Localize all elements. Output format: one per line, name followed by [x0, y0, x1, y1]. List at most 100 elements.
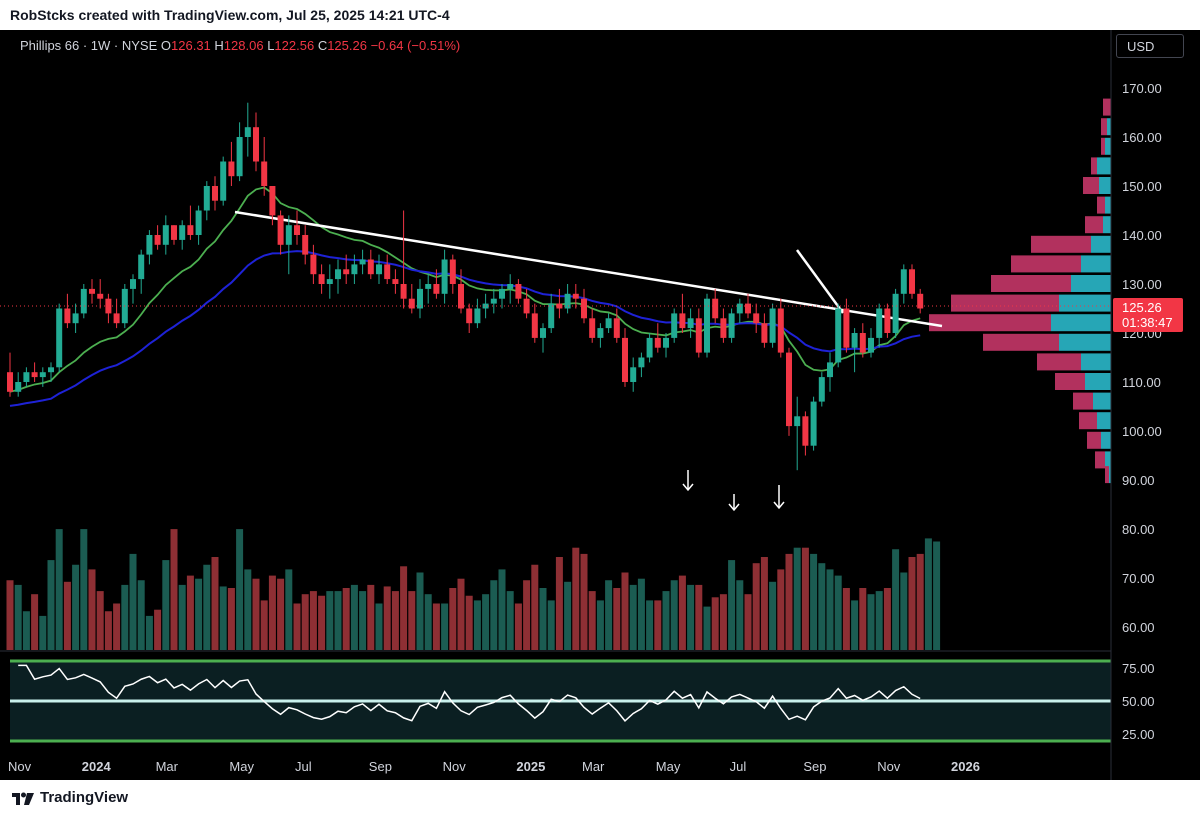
- candle-body: [261, 161, 268, 186]
- candle-body: [892, 293, 899, 333]
- time-tick-label: May: [229, 759, 254, 774]
- candle-body: [515, 284, 522, 299]
- last-price-box: [1113, 298, 1183, 332]
- candle-body: [376, 264, 382, 275]
- volume-bar: [613, 588, 621, 650]
- candle-body: [326, 279, 333, 284]
- volume-bar: [170, 529, 178, 650]
- profile-up-bar: [1071, 275, 1111, 292]
- volume-bar: [326, 591, 334, 650]
- profile-down-bar: [1101, 137, 1105, 155]
- volume-bar: [47, 560, 55, 650]
- volume-bar: [564, 581, 572, 650]
- volume-bar: [145, 615, 153, 650]
- candle-body: [97, 293, 104, 299]
- candle-body: [695, 318, 702, 353]
- currency-button[interactable]: USD: [1116, 34, 1184, 58]
- volume-bar: [473, 600, 481, 650]
- time-tick-label: 2026: [951, 759, 980, 774]
- volume-bar: [900, 572, 908, 650]
- volume-bar: [252, 578, 260, 650]
- candle-body: [187, 225, 194, 235]
- profile-down-bar: [1101, 118, 1107, 136]
- volume-bar: [547, 600, 555, 650]
- candle-body: [359, 259, 366, 265]
- candle-body: [646, 337, 653, 358]
- volume-bar: [646, 600, 654, 650]
- candle-body: [351, 264, 358, 275]
- volume-bar: [801, 547, 809, 650]
- candle-body: [572, 293, 579, 299]
- volume-bar: [432, 603, 440, 650]
- price-candles: [7, 102, 924, 471]
- volume-bar: [121, 584, 129, 650]
- attribution-bar: RobStcks created with TradingView.com, J…: [0, 0, 1200, 30]
- volume-bar: [867, 594, 875, 650]
- candle-body: [917, 293, 924, 309]
- candle-body: [753, 313, 760, 324]
- volume-bar: [777, 569, 785, 650]
- volume-bar: [883, 588, 891, 650]
- profile-up-bar: [1101, 431, 1111, 449]
- candle-body: [589, 318, 596, 338]
- price-tick-label: 90.00: [1122, 473, 1155, 488]
- volume-bar: [851, 600, 859, 650]
- volume-bar: [391, 591, 399, 650]
- volume-bar: [687, 584, 695, 650]
- price-tick-label: 140.00: [1122, 228, 1162, 243]
- candle-body: [835, 308, 842, 363]
- candle-body: [64, 308, 71, 324]
- candle-body: [7, 372, 13, 392]
- price-tick-label: 150.00: [1122, 179, 1162, 194]
- tradingview-logo[interactable]: TradingView: [12, 789, 128, 806]
- volume-bar: [506, 591, 514, 650]
- profile-up-bar: [1081, 255, 1111, 273]
- volume-bar: [744, 594, 752, 650]
- candle-body: [154, 235, 161, 245]
- volume-bar: [703, 606, 711, 650]
- candle-body: [433, 284, 440, 294]
- close-label: C: [317, 38, 328, 53]
- candle-body: [654, 337, 661, 348]
- volume-bar: [908, 557, 916, 650]
- rsi-tick-label: 25.00: [1122, 727, 1155, 742]
- candle-body: [417, 288, 423, 309]
- open-value: 126.31: [171, 38, 211, 53]
- candle-body: [499, 288, 505, 299]
- candle-body: [523, 298, 530, 314]
- price-tick-label: 130.00: [1122, 277, 1162, 292]
- time-tick-label: Mar: [156, 759, 179, 774]
- candle-body: [859, 333, 866, 353]
- profile-up-bar: [1059, 333, 1111, 351]
- volume-bar: [236, 529, 244, 650]
- price-tick-label: 70.00: [1122, 571, 1155, 586]
- candle-body: [23, 372, 30, 382]
- volume-bar: [810, 553, 818, 650]
- chart-frame[interactable]: [0, 30, 1200, 780]
- volume-bar: [621, 572, 629, 650]
- volume-bar: [383, 586, 391, 650]
- high-value: 128.06: [223, 38, 264, 53]
- profile-down-bar: [1095, 451, 1105, 469]
- down-arrow-head: [773, 501, 785, 510]
- volume-bar: [186, 575, 194, 650]
- volume-bar: [195, 578, 203, 650]
- volume-bar: [465, 595, 473, 650]
- candle-body: [449, 259, 456, 284]
- candle-body: [130, 279, 136, 289]
- candle-body: [392, 279, 399, 284]
- volume-bar: [498, 569, 506, 650]
- time-tick-label: Nov: [443, 759, 467, 774]
- brand-text: TradingView: [40, 789, 129, 806]
- volume-bar: [408, 591, 416, 650]
- volume-bar: [711, 597, 719, 650]
- price-tick-label: 160.00: [1122, 130, 1162, 145]
- candle-body: [622, 337, 628, 382]
- candle-body: [113, 313, 120, 324]
- candle-body: [31, 372, 38, 378]
- time-tick-label: Sep: [369, 759, 392, 774]
- volume-bar: [719, 594, 727, 650]
- ema-fast-line: [9, 186, 921, 393]
- volume-bar: [588, 591, 596, 650]
